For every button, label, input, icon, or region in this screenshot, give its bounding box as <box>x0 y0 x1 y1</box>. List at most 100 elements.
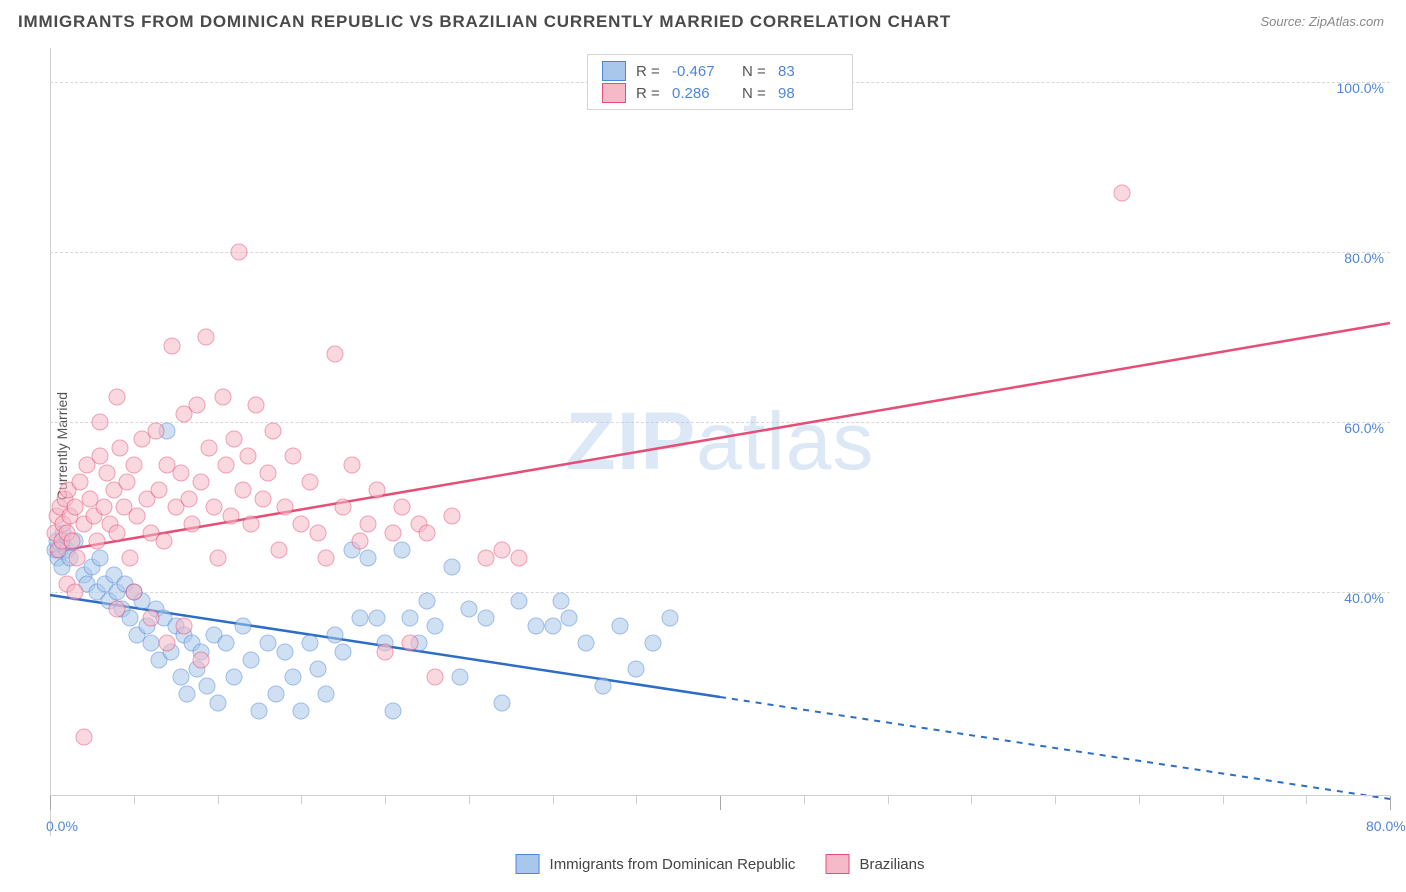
data-point <box>259 635 276 652</box>
data-point <box>293 703 310 720</box>
data-point <box>92 448 109 465</box>
data-point <box>109 601 126 618</box>
x-axis <box>50 795 1390 796</box>
data-point <box>628 660 645 677</box>
data-point <box>72 473 89 490</box>
data-point <box>150 482 167 499</box>
data-point <box>122 550 139 567</box>
data-point <box>427 618 444 635</box>
data-point <box>335 643 352 660</box>
data-point <box>284 669 301 686</box>
stats-row-brazilian: R = 0.286 N = 98 <box>602 83 838 103</box>
data-point <box>284 448 301 465</box>
data-point <box>343 456 360 473</box>
data-point <box>243 652 260 669</box>
data-point <box>75 728 92 745</box>
stats-row-dominican: R = -0.467 N = 83 <box>602 61 838 81</box>
data-point <box>92 414 109 431</box>
data-point <box>176 618 193 635</box>
data-point <box>63 533 80 550</box>
swatch-dominican <box>602 61 626 81</box>
data-point <box>511 550 528 567</box>
data-point <box>444 558 461 575</box>
data-point <box>460 601 477 618</box>
data-point <box>189 397 206 414</box>
data-point <box>301 473 318 490</box>
data-point <box>335 499 352 516</box>
legend-swatch-brazilian <box>825 854 849 874</box>
data-point <box>326 346 343 363</box>
data-point <box>172 465 189 482</box>
data-point <box>217 456 234 473</box>
data-point <box>226 669 243 686</box>
data-point <box>377 643 394 660</box>
data-point <box>147 422 164 439</box>
data-point <box>217 635 234 652</box>
data-point <box>276 643 293 660</box>
data-point <box>351 609 368 626</box>
data-point <box>95 499 112 516</box>
data-point <box>125 456 142 473</box>
x-tick-label-max: 80.0% <box>1366 818 1406 834</box>
data-point <box>159 635 176 652</box>
data-point <box>494 694 511 711</box>
data-point <box>418 592 435 609</box>
data-point <box>226 431 243 448</box>
data-point <box>234 618 251 635</box>
source-label: Source: ZipAtlas.com <box>1260 14 1384 29</box>
data-point <box>418 524 435 541</box>
data-point <box>214 388 231 405</box>
x-tick-label-min: 0.0% <box>46 818 78 834</box>
data-point <box>544 618 561 635</box>
data-point <box>129 507 146 524</box>
data-point <box>477 550 494 567</box>
data-point <box>477 609 494 626</box>
data-point <box>172 669 189 686</box>
data-point <box>661 609 678 626</box>
data-point <box>197 329 214 346</box>
data-point <box>268 686 285 703</box>
data-point <box>393 499 410 516</box>
legend-item-brazilian: Brazilians <box>825 854 924 874</box>
data-point <box>125 584 142 601</box>
data-point <box>368 482 385 499</box>
swatch-brazilian <box>602 83 626 103</box>
data-point <box>310 660 327 677</box>
data-point <box>318 686 335 703</box>
data-point <box>119 473 136 490</box>
data-point <box>611 618 628 635</box>
data-point <box>142 635 159 652</box>
data-point <box>92 550 109 567</box>
data-point <box>326 626 343 643</box>
data-point <box>264 422 281 439</box>
legend-item-dominican: Immigrants from Dominican Republic <box>516 854 796 874</box>
data-point <box>301 635 318 652</box>
data-point <box>561 609 578 626</box>
data-point <box>231 244 248 261</box>
data-point <box>164 337 181 354</box>
data-point <box>209 694 226 711</box>
data-point <box>271 541 288 558</box>
data-point <box>511 592 528 609</box>
data-point <box>310 524 327 541</box>
data-point <box>276 499 293 516</box>
data-point <box>239 448 256 465</box>
data-point <box>578 635 595 652</box>
chart-container: IMMIGRANTS FROM DOMINICAN REPUBLIC VS BR… <box>0 0 1406 892</box>
data-point <box>351 533 368 550</box>
data-point <box>181 490 198 507</box>
chart-title: IMMIGRANTS FROM DOMINICAN REPUBLIC VS BR… <box>18 12 951 32</box>
legend-swatch-dominican <box>516 854 540 874</box>
data-point <box>234 482 251 499</box>
data-point <box>385 703 402 720</box>
data-point <box>251 703 268 720</box>
data-point <box>155 533 172 550</box>
data-point <box>494 541 511 558</box>
data-point <box>192 652 209 669</box>
data-point <box>385 524 402 541</box>
data-point <box>527 618 544 635</box>
plot-area: 40.0%60.0%80.0%100.0% ZIPatlas R = -0.46… <box>50 48 1390 836</box>
data-point <box>1114 184 1131 201</box>
data-point <box>368 609 385 626</box>
data-point <box>318 550 335 567</box>
